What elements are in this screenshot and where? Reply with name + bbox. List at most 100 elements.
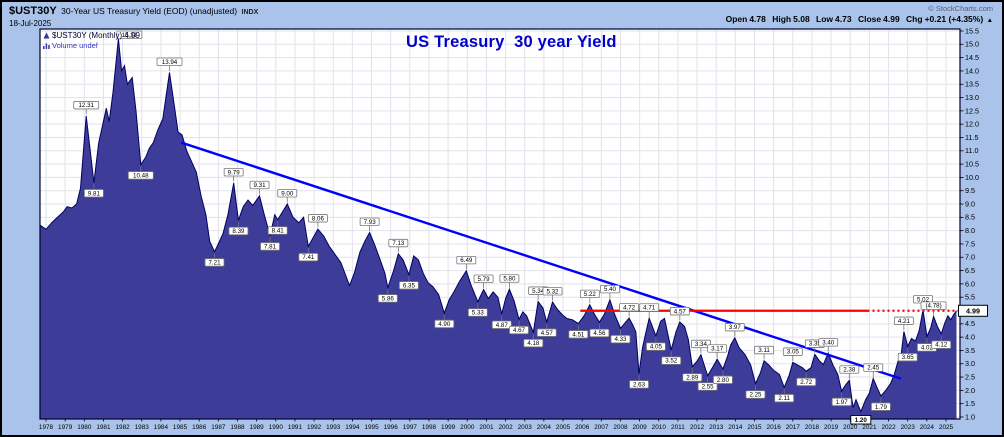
low-value: 4.73	[835, 14, 852, 24]
svg-text:5.32: 5.32	[546, 288, 559, 295]
svg-text:2003: 2003	[518, 424, 533, 431]
pivot-annotations: 12.31 9.81 15.21 10.48 13.94 7.21 9.79 8.39 9.31…	[73, 30, 952, 411]
svg-text:2000: 2000	[460, 424, 475, 431]
ticker-description: 30-Year US Treasury Yield (EOD) (unadjus…	[61, 6, 238, 16]
close-value: 4.99	[883, 14, 900, 24]
volume-icon	[43, 42, 50, 49]
svg-text:1980: 1980	[77, 424, 92, 431]
svg-text:5.02: 5.02	[917, 296, 930, 303]
x-axis-labels: 1978 1979 1980 1981 1982 1983 1984 1985 1986 1987…	[39, 419, 954, 431]
svg-text:2008: 2008	[613, 424, 628, 431]
svg-text:7.13: 7.13	[392, 240, 405, 247]
svg-text:10.5: 10.5	[965, 160, 979, 169]
current-value-box: 4.99	[958, 304, 988, 317]
svg-text:9.31: 9.31	[253, 182, 266, 189]
svg-text:2001: 2001	[479, 424, 494, 431]
svg-text:2020: 2020	[843, 424, 858, 431]
open-label: Open	[725, 14, 748, 24]
svg-text:12.5: 12.5	[965, 106, 979, 115]
legend-volume-label: Volume undef	[52, 41, 98, 50]
svg-text:4.90: 4.90	[438, 321, 451, 328]
svg-text:2024: 2024	[920, 424, 935, 431]
svg-text:6.5: 6.5	[965, 266, 975, 275]
svg-text:7.41: 7.41	[302, 254, 315, 261]
svg-text:1991: 1991	[288, 424, 303, 431]
svg-text:5.33: 5.33	[472, 310, 485, 317]
svg-text:7.93: 7.93	[364, 219, 377, 226]
svg-text:4.21: 4.21	[898, 318, 911, 325]
svg-text:2.25: 2.25	[749, 392, 762, 399]
svg-text:1981: 1981	[96, 424, 111, 431]
svg-text:4.71: 4.71	[643, 305, 656, 312]
svg-text:1988: 1988	[230, 424, 245, 431]
svg-text:1.0: 1.0	[965, 412, 975, 421]
svg-text:2016: 2016	[767, 424, 782, 431]
svg-text:5.79: 5.79	[478, 276, 491, 283]
svg-text:4.57: 4.57	[541, 330, 554, 337]
svg-text:2004: 2004	[537, 424, 552, 431]
svg-text:1.79: 1.79	[875, 404, 888, 411]
svg-text:10.0: 10.0	[965, 173, 979, 182]
svg-text:15.0: 15.0	[965, 40, 979, 49]
svg-text:3.40: 3.40	[822, 339, 835, 346]
svg-text:8.39: 8.39	[232, 228, 245, 235]
svg-text:2.80: 2.80	[717, 377, 730, 384]
svg-text:2.45: 2.45	[867, 365, 880, 372]
svg-text:11.0: 11.0	[965, 146, 978, 155]
svg-text:5.22: 5.22	[584, 291, 597, 298]
svg-text:5.5: 5.5	[965, 293, 975, 302]
svg-text:9.0: 9.0	[965, 199, 975, 208]
svg-text:13.5: 13.5	[965, 80, 979, 89]
svg-text:2007: 2007	[594, 424, 609, 431]
svg-text:2017: 2017	[786, 424, 801, 431]
svg-text:1994: 1994	[345, 424, 360, 431]
svg-text:2.63: 2.63	[633, 381, 646, 388]
chart-header: $UST30Y 30-Year US Treasury Yield (EOD) …	[9, 4, 258, 29]
svg-text:1986: 1986	[192, 424, 207, 431]
svg-text:4.18: 4.18	[527, 340, 540, 347]
svg-text:7.5: 7.5	[965, 239, 975, 248]
svg-text:4.72: 4.72	[623, 304, 636, 311]
svg-text:2015: 2015	[747, 424, 762, 431]
svg-text:4.0: 4.0	[965, 333, 975, 342]
svg-text:2014: 2014	[728, 424, 743, 431]
svg-text:14.5: 14.5	[965, 53, 979, 62]
svg-text:2021: 2021	[862, 424, 877, 431]
svg-text:1997: 1997	[403, 424, 418, 431]
svg-text:1979: 1979	[58, 424, 73, 431]
svg-text:13.0: 13.0	[965, 93, 979, 102]
svg-text:9.00: 9.00	[281, 190, 294, 197]
svg-text:3.52: 3.52	[665, 358, 678, 365]
up-arrow-icon: ▲	[986, 17, 993, 24]
chart-date: 18-Jul-2025	[9, 19, 52, 28]
svg-text:6.35: 6.35	[403, 282, 416, 289]
high-label: High	[772, 14, 792, 24]
svg-text:1998: 1998	[422, 424, 437, 431]
svg-text:8.41: 8.41	[272, 228, 285, 235]
downtrend-line	[180, 141, 902, 380]
close-label: Close	[857, 14, 882, 24]
svg-text:(4.78): (4.78)	[925, 303, 941, 310]
svg-text:1999: 1999	[441, 424, 456, 431]
open-value: 4.78	[749, 14, 766, 24]
svg-text:1.97: 1.97	[836, 399, 849, 406]
svg-text:2012: 2012	[690, 424, 705, 431]
svg-text:4.51: 4.51	[572, 331, 585, 338]
svg-text:2018: 2018	[805, 424, 820, 431]
high-value: 5.08	[793, 14, 810, 24]
svg-text:1978: 1978	[39, 424, 54, 431]
svg-text:3.5: 3.5	[965, 346, 975, 355]
svg-text:1993: 1993	[326, 424, 341, 431]
svg-text:1.5: 1.5	[965, 399, 975, 408]
svg-text:3.05: 3.05	[787, 349, 800, 356]
svg-text:2.0: 2.0	[965, 386, 975, 395]
chart-legend: $UST30Y (Monthly) 4.99 Volume undef	[43, 31, 140, 50]
svg-text:2011: 2011	[671, 424, 685, 431]
svg-text:8.0: 8.0	[965, 226, 975, 235]
svg-text:4.5: 4.5	[965, 319, 975, 328]
y-axis-labels: 1.01.52.02.53.03.54.04.55.05.56.06.57.07…	[960, 26, 979, 421]
svg-text:4.87: 4.87	[496, 322, 509, 329]
svg-text:2025: 2025	[939, 424, 954, 431]
svg-text:15.21: 15.21	[122, 32, 138, 39]
